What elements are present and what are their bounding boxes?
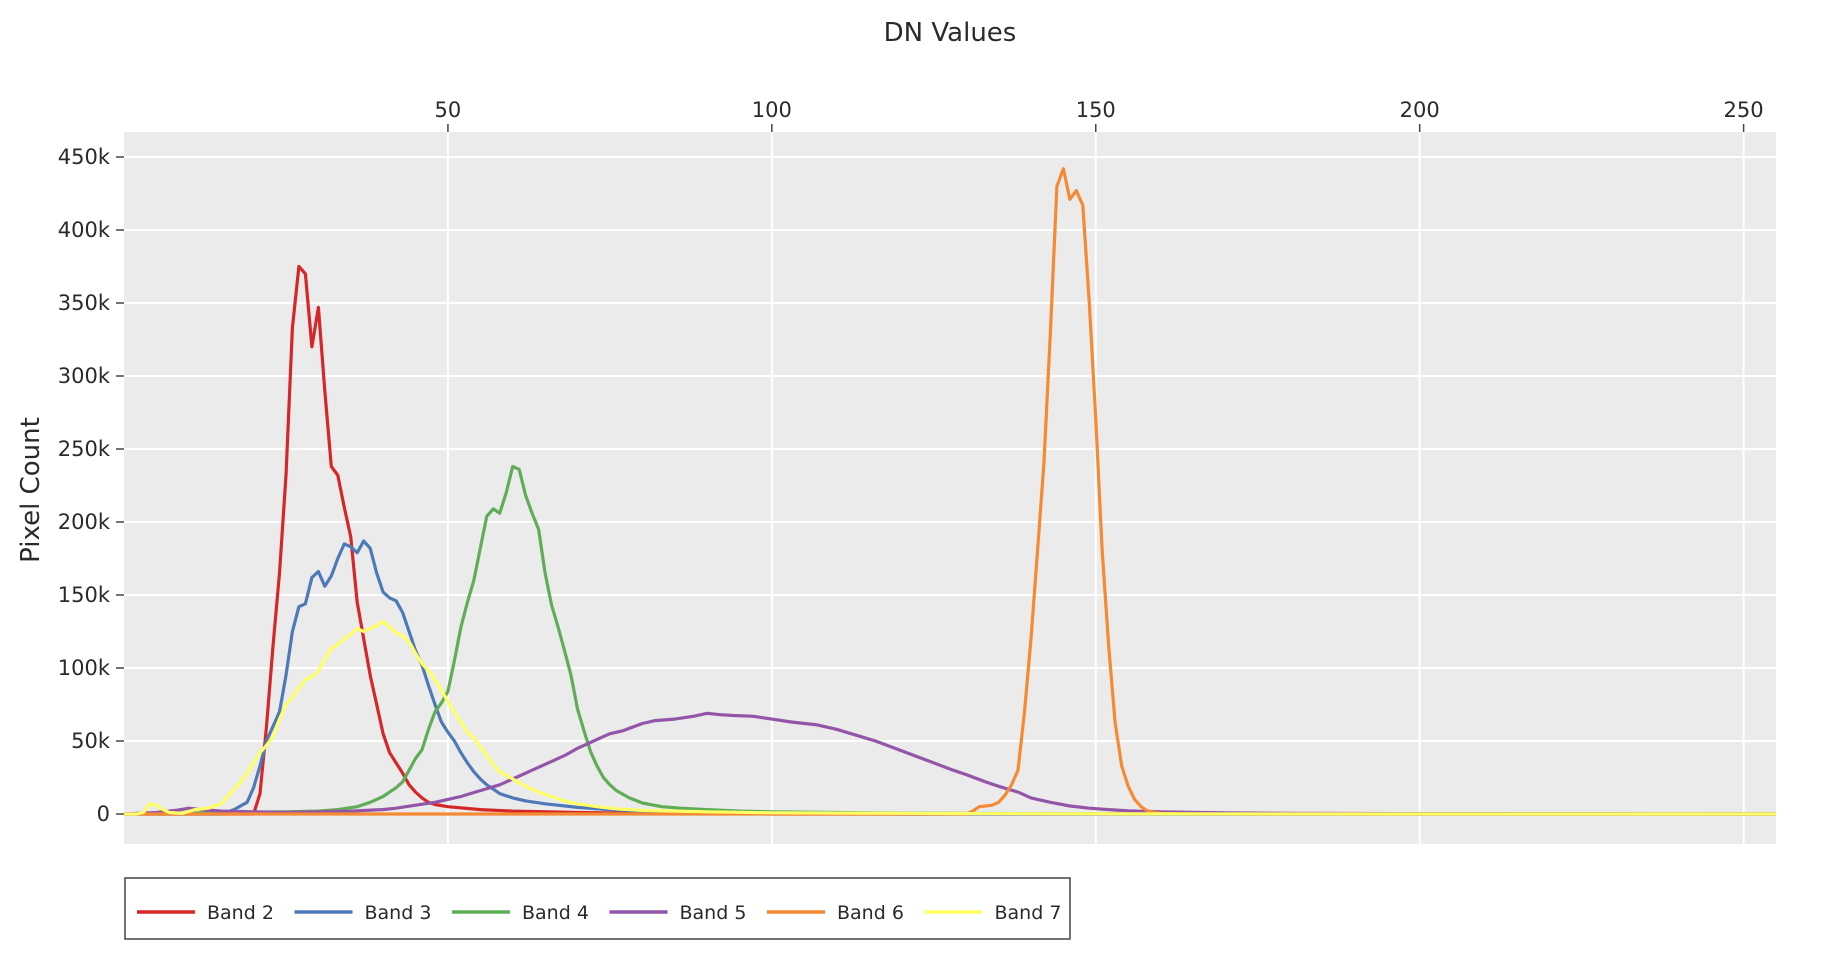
legend-label: Band 2 [207, 902, 274, 924]
legend-item-band-5[interactable]: Band 5 [609, 902, 747, 924]
legend-label: Band 7 [995, 902, 1062, 924]
legend-label: Band 3 [365, 902, 432, 924]
legend-box [124, 877, 1071, 940]
y-tick-label: 150k [58, 583, 111, 607]
legend-item-band-7[interactable]: Band 7 [924, 902, 1062, 924]
series-line-band-6[interactable] [124, 167, 1776, 816]
x-axis-title: DN Values [884, 18, 1017, 48]
legend-label: Band 5 [680, 902, 747, 924]
y-tick-label: 400k [58, 218, 111, 242]
y-tick-label: 200k [58, 510, 111, 534]
y-tick-label: 250k [58, 437, 111, 461]
plot-background [124, 132, 1776, 844]
legend-item-band-6[interactable]: Band 6 [767, 902, 904, 924]
x-tick-label: 250 [1724, 98, 1764, 122]
x-tick-label: 100 [752, 98, 792, 122]
x-tick-label: 150 [1076, 98, 1116, 122]
y-axis-ticks: 0 50k 100k 150k 200k 250k 300k 350k 400k 450k [58, 145, 124, 826]
y-axis-title: Pixel Count [16, 417, 46, 563]
y-tick-label: 0 [97, 802, 110, 826]
legend-item-band-2[interactable]: Band 2 [137, 902, 274, 924]
legend-label: Band 6 [837, 902, 904, 924]
y-tick-label: 350k [58, 291, 111, 315]
series-lines [123, 167, 1777, 816]
legend-item-band-4[interactable]: Band 4 [452, 902, 589, 924]
series-line-band-2[interactable] [124, 264, 1776, 816]
x-axis-ticks: 50 100 150 200 250 [435, 98, 1764, 132]
legend-item-band-3[interactable]: Band 3 [294, 902, 432, 924]
y-tick-label: 100k [58, 656, 111, 680]
series-line-band-7[interactable] [124, 619, 1776, 816]
y-tick-label: 300k [58, 364, 111, 388]
series-line-band-3[interactable] [124, 539, 1776, 816]
y-tick-label: 450k [58, 145, 111, 169]
series-line-band-5[interactable] [123, 711, 1777, 816]
x-tick-label: 200 [1400, 98, 1440, 122]
legend-label: Band 4 [522, 902, 589, 924]
x-tick-label: 50 [435, 98, 462, 122]
y-tick-label: 50k [71, 729, 111, 753]
series-line-band-4[interactable] [123, 464, 1776, 816]
legend[interactable]: Band 2 Band 3 Band 4 Band 5 Band 6 Band 7 [124, 877, 1071, 940]
